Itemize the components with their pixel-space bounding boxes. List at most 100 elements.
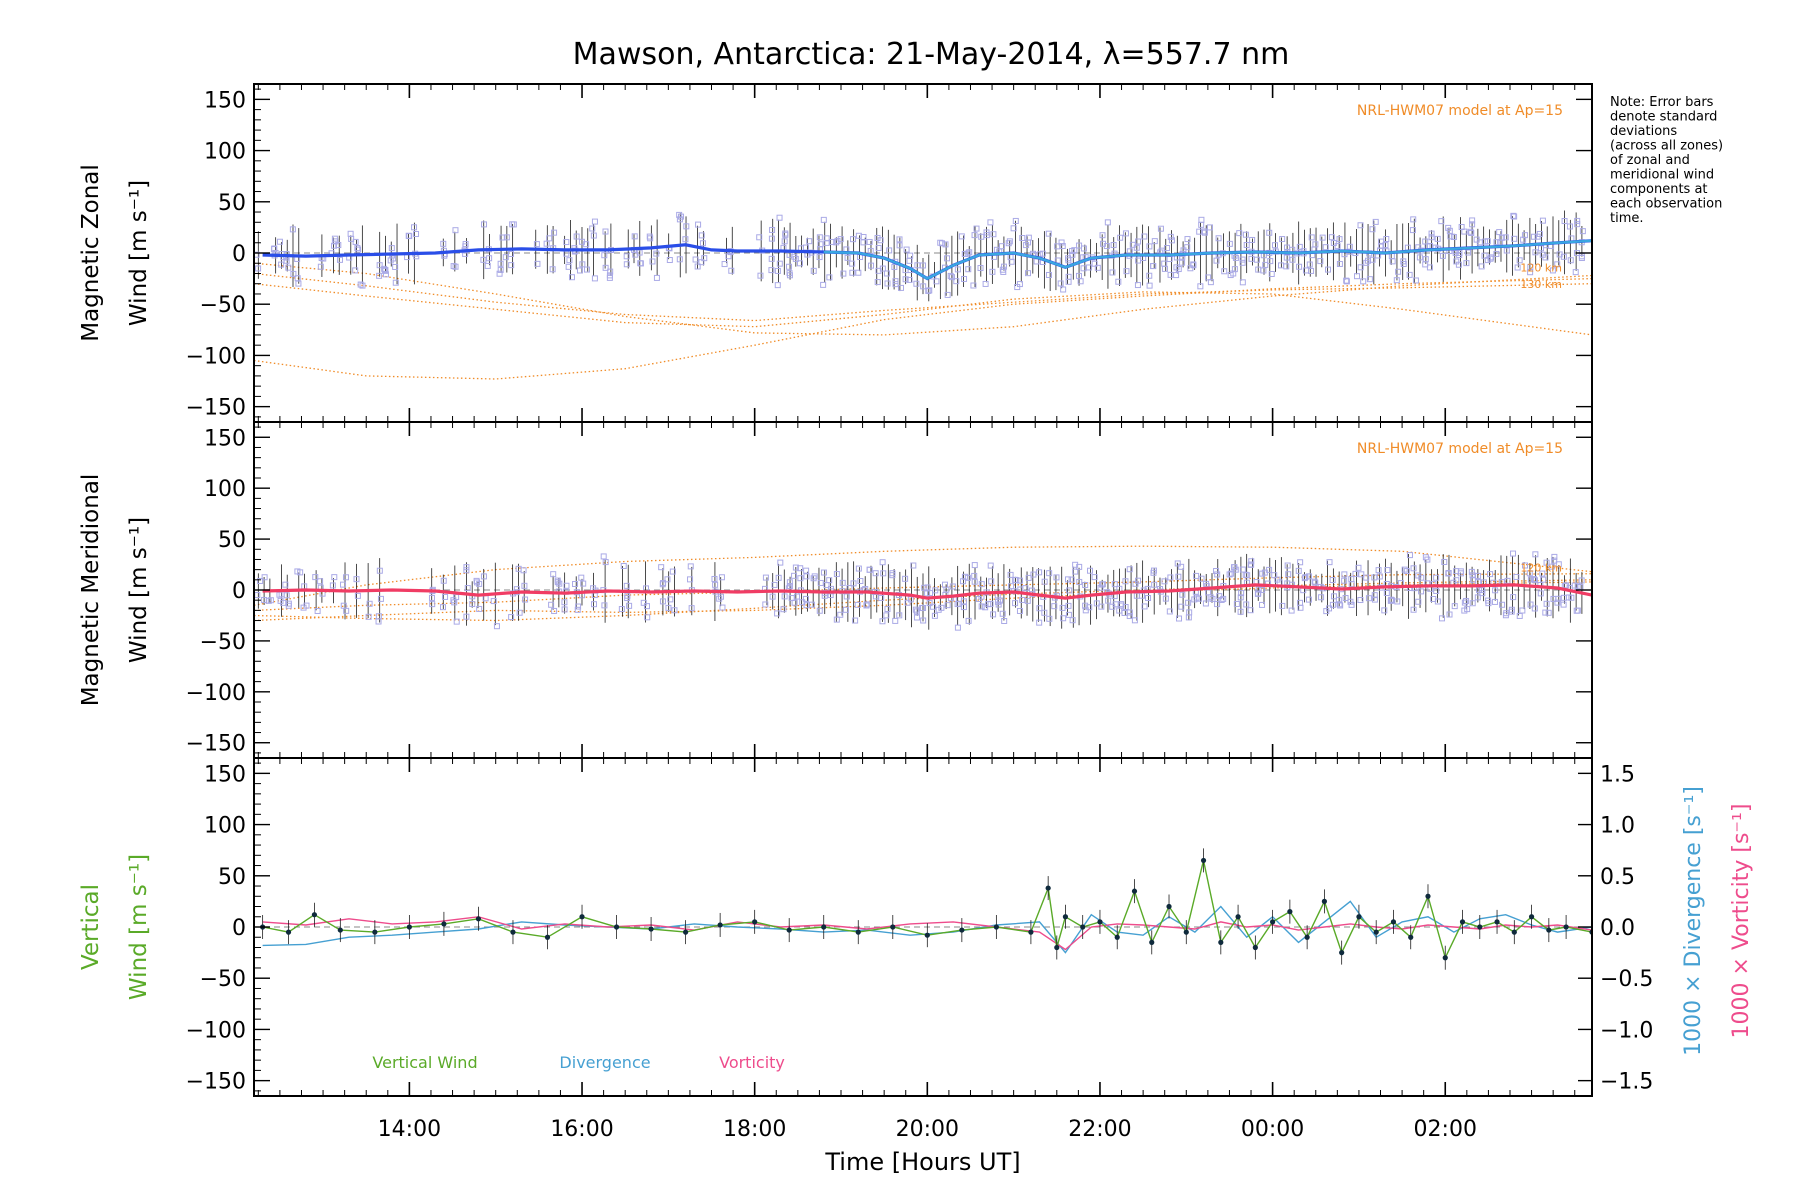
series-line-zonal-late (823, 239, 1592, 280)
zone-sample (354, 245, 361, 252)
zone-sample (1001, 618, 1008, 625)
zone-sample (791, 572, 798, 579)
zone-sample (926, 287, 933, 294)
zone-sample (1186, 609, 1193, 616)
zone-sample (1530, 233, 1537, 240)
zone-sample (1410, 565, 1417, 572)
zone-sample (354, 592, 361, 599)
zone-sample (1283, 254, 1290, 261)
y-tick-label: −150 (186, 1070, 246, 1095)
vertical-wind-point (1270, 919, 1276, 925)
model-curve-label: 120 km (1520, 261, 1562, 274)
zone-sample (1348, 601, 1355, 608)
zone-sample (1498, 234, 1505, 241)
zone-sample (879, 618, 886, 625)
zone-sample (973, 225, 980, 232)
zone-sample (1531, 605, 1538, 612)
zone-sample (601, 602, 608, 609)
zone-sample (602, 559, 609, 566)
zone-sample (282, 581, 289, 588)
zone-sample (503, 234, 510, 241)
zone-sample (1244, 572, 1251, 579)
zone-sample (429, 601, 436, 608)
zone-sample (1103, 243, 1110, 250)
zone-sample (1059, 243, 1066, 250)
zone-sample (1123, 268, 1130, 275)
zone-sample (817, 579, 824, 586)
zone-sample (1463, 597, 1470, 604)
zone-sample (1297, 559, 1304, 566)
zone-sample (919, 262, 926, 269)
zone-sample (1072, 568, 1079, 575)
zone-sample (719, 604, 726, 611)
zone-sample (892, 617, 899, 624)
zone-sample (1057, 280, 1064, 287)
zone-sample (1485, 600, 1492, 607)
zone-sample (497, 260, 504, 267)
zone-sample (906, 257, 913, 264)
zone-sample (791, 253, 798, 260)
zone-sample (579, 261, 586, 268)
zone-sample (376, 567, 383, 574)
zone-sample (877, 237, 884, 244)
zone-sample (1371, 592, 1378, 599)
zone-sample (1371, 574, 1378, 581)
zone-sample (1461, 228, 1468, 235)
zone-sample (1326, 559, 1333, 566)
zone-sample (811, 573, 818, 580)
zone-sample (695, 221, 702, 228)
zone-sample (1566, 223, 1573, 230)
zone-sample (1493, 239, 1500, 246)
zone-sample (1025, 270, 1032, 277)
zone-sample (1097, 584, 1104, 591)
zone-sample (665, 604, 672, 611)
zone-sample (1328, 234, 1335, 241)
zone-sample (902, 575, 909, 582)
zone-sample (1150, 262, 1157, 269)
zone-sample (1519, 607, 1526, 614)
x-axis-label: Time [Hours UT] (824, 1148, 1020, 1176)
vertical-wind-point (1304, 934, 1310, 940)
y-tick-label: 0 (232, 916, 246, 941)
zone-sample (1279, 602, 1286, 609)
zone-sample (1388, 596, 1395, 603)
zone-sample (1487, 571, 1494, 578)
zone-sample (1202, 600, 1209, 607)
zone-sample (1302, 574, 1309, 581)
zone-sample (1352, 570, 1359, 577)
zone-sample (816, 607, 823, 614)
zone-sample (920, 283, 927, 290)
zone-sample (357, 281, 364, 288)
zone-sample (329, 582, 336, 589)
zone-sample (913, 614, 920, 621)
zone-sample (1469, 217, 1476, 224)
zone-sample (1343, 278, 1350, 285)
zone-sample (1019, 235, 1026, 242)
zone-sample (939, 240, 946, 247)
zone-sample (257, 577, 264, 584)
zone-sample (295, 280, 302, 287)
zone-sample (892, 278, 899, 285)
zone-sample (849, 269, 856, 276)
zone-sample (891, 263, 898, 270)
zone-sample (348, 235, 355, 242)
zone-sample (756, 234, 763, 241)
zone-sample (589, 225, 596, 232)
y-axis-label: Wind [m s⁻¹] (126, 180, 152, 326)
y-axis-label: Vertical (78, 884, 104, 970)
model-curve-2 (254, 262, 1592, 336)
zone-sample (1410, 606, 1417, 613)
zone-sample (820, 216, 827, 223)
vertical-wind-point (406, 924, 412, 930)
zone-sample (1393, 277, 1400, 284)
zone-sample (842, 606, 849, 613)
zone-sample (1488, 254, 1495, 261)
zone-sample (1456, 249, 1463, 256)
divergence-line (262, 900, 1592, 954)
zone-sample (1522, 562, 1529, 569)
model-curve-4 (254, 272, 1592, 322)
zone-sample (548, 601, 555, 608)
zone-sample (1086, 264, 1093, 271)
zone-sample (1426, 264, 1433, 271)
zone-sample (1006, 238, 1013, 245)
